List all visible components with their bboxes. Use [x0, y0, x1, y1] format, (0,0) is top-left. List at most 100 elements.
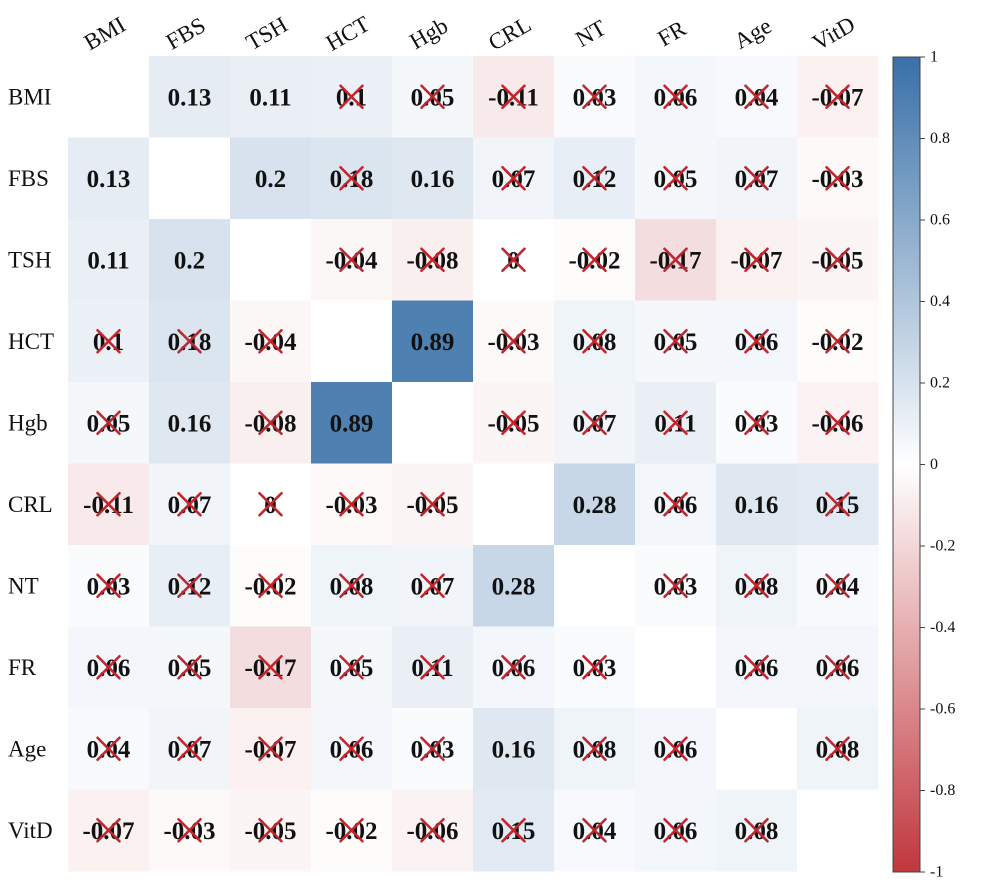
- insignificance-cross-icon: [501, 817, 526, 843]
- heatmap-cell: [311, 300, 393, 383]
- insignificance-cross-icon: [339, 165, 364, 191]
- row-labels: BMI FBS TSH HCT Hgb CRL NT FR Age VitD: [8, 84, 54, 843]
- cell-value-label: 0.28: [573, 492, 617, 519]
- column-label: FBS: [162, 12, 210, 54]
- cell-value-label: 0.2: [174, 247, 205, 274]
- insignificance-cross-icon: [825, 410, 850, 436]
- insignificance-cross-icon: [96, 491, 121, 517]
- row-label: HCT: [8, 329, 54, 354]
- cell-value-label: 0.89: [411, 329, 455, 356]
- heatmap-cell: [797, 789, 879, 872]
- heatmap-cells: 0.130.110.10.05-0.110.030.060.04-0.070.1…: [68, 56, 879, 872]
- heatmap-cell: [149, 137, 231, 220]
- cell-value-label: 0.16: [492, 736, 536, 763]
- cell-value-label: 0.11: [87, 247, 129, 274]
- colorbar-tick-label: 0.2: [930, 375, 950, 392]
- insignificance-cross-icon: [825, 654, 850, 680]
- insignificance-cross-icon: [582, 736, 607, 762]
- insignificance-cross-icon: [177, 817, 202, 843]
- cell-value-label: 0.13: [87, 166, 131, 193]
- column-label: HCT: [322, 11, 374, 56]
- colorbar-tick-label: -0.8: [930, 782, 955, 799]
- insignificance-cross-icon: [258, 736, 283, 762]
- insignificance-cross-icon: [825, 573, 850, 599]
- insignificance-cross-icon: [177, 328, 202, 354]
- colorbar-tick-label: 0: [930, 456, 938, 473]
- cell-value-label: 0.16: [411, 166, 455, 193]
- insignificance-cross-icon: [663, 165, 688, 191]
- colorbar-gradient: [892, 56, 921, 873]
- insignificance-cross-icon: [339, 491, 364, 517]
- row-label: VitD: [8, 818, 53, 843]
- heatmap-cell: [230, 219, 312, 301]
- insignificance-cross-icon: [744, 654, 769, 680]
- heatmap-cell: [716, 463, 798, 546]
- insignificance-cross-icon: [663, 247, 688, 273]
- insignificance-cross-icon: [825, 165, 850, 191]
- insignificance-cross-icon: [582, 654, 607, 680]
- insignificance-cross-icon: [258, 491, 283, 517]
- column-label: Age: [730, 13, 776, 54]
- column-label: FR: [653, 15, 690, 51]
- column-label: Hgb: [405, 13, 452, 54]
- column-label: BMI: [80, 12, 130, 55]
- insignificance-cross-icon: [96, 328, 121, 354]
- insignificance-cross-icon: [663, 491, 688, 517]
- cell-value-label: 0.28: [492, 573, 536, 600]
- cell-value-label: 0.2: [255, 166, 286, 193]
- heatmap-cell: [68, 137, 150, 220]
- row-label: NT: [8, 573, 39, 598]
- heatmap-cell: [392, 382, 474, 464]
- colorbar-tick-label: -0.6: [930, 701, 955, 718]
- insignificance-cross-icon: [663, 84, 688, 110]
- insignificance-cross-icon: [339, 817, 364, 843]
- colorbar-tick-label: -0.2: [930, 538, 955, 555]
- cell-value-label: 0.89: [330, 410, 374, 437]
- colorbar-tick-label: 0.8: [930, 130, 950, 147]
- colorbar-tick-label: -0.4: [930, 619, 955, 636]
- insignificance-cross-icon: [744, 165, 769, 191]
- insignificance-cross-icon: [96, 410, 121, 436]
- insignificance-cross-icon: [96, 654, 121, 680]
- insignificance-cross-icon: [420, 573, 445, 599]
- heatmap-cell: [392, 137, 474, 220]
- insignificance-cross-icon: [825, 328, 850, 354]
- insignificance-cross-icon: [744, 84, 769, 110]
- insignificance-cross-icon: [420, 491, 445, 517]
- colorbar-tick-label: -1: [930, 864, 943, 881]
- insignificance-cross-icon: [177, 573, 202, 599]
- insignificance-cross-icon: [744, 328, 769, 354]
- heatmap-cell: [149, 219, 231, 301]
- insignificance-cross-icon: [582, 84, 607, 110]
- insignificance-cross-icon: [339, 573, 364, 599]
- insignificance-cross-icon: [96, 573, 121, 599]
- row-label: Age: [8, 736, 46, 761]
- insignificance-cross-icon: [582, 165, 607, 191]
- cell-value-label: 0.16: [735, 492, 779, 519]
- heatmap-cell: [716, 708, 798, 790]
- heatmap-cell: [230, 137, 312, 220]
- insignificance-cross-icon: [420, 736, 445, 762]
- heatmap-cell: [554, 463, 636, 546]
- insignificance-cross-icon: [501, 328, 526, 354]
- colorbar-ticks: 1 0.8 0.6 0.4 0.2 0 -0.2 -0.4 -0.6 -0.8 -1: [920, 49, 955, 881]
- insignificance-cross-icon: [420, 654, 445, 680]
- heatmap-cell: [68, 56, 150, 138]
- insignificance-cross-icon: [501, 410, 526, 436]
- insignificance-cross-icon: [339, 736, 364, 762]
- heatmap-cell: [473, 463, 555, 546]
- insignificance-cross-icon: [663, 410, 688, 436]
- insignificance-cross-icon: [177, 491, 202, 517]
- colorbar: 1 0.8 0.6 0.4 0.2 0 -0.2 -0.4 -0.6 -0.8 -1: [892, 49, 955, 881]
- insignificance-cross-icon: [582, 328, 607, 354]
- insignificance-cross-icon: [825, 491, 850, 517]
- insignificance-cross-icon: [96, 736, 121, 762]
- insignificance-cross-icon: [501, 84, 526, 110]
- insignificance-cross-icon: [825, 247, 850, 273]
- column-labels: BMI FBS TSH HCT Hgb CRL NT FR Age VitD: [80, 11, 860, 56]
- column-label: CRL: [484, 11, 535, 55]
- insignificance-cross-icon: [258, 573, 283, 599]
- heatmap-cell: [68, 219, 150, 301]
- insignificance-cross-icon: [339, 84, 364, 110]
- insignificance-cross-icon: [420, 84, 445, 110]
